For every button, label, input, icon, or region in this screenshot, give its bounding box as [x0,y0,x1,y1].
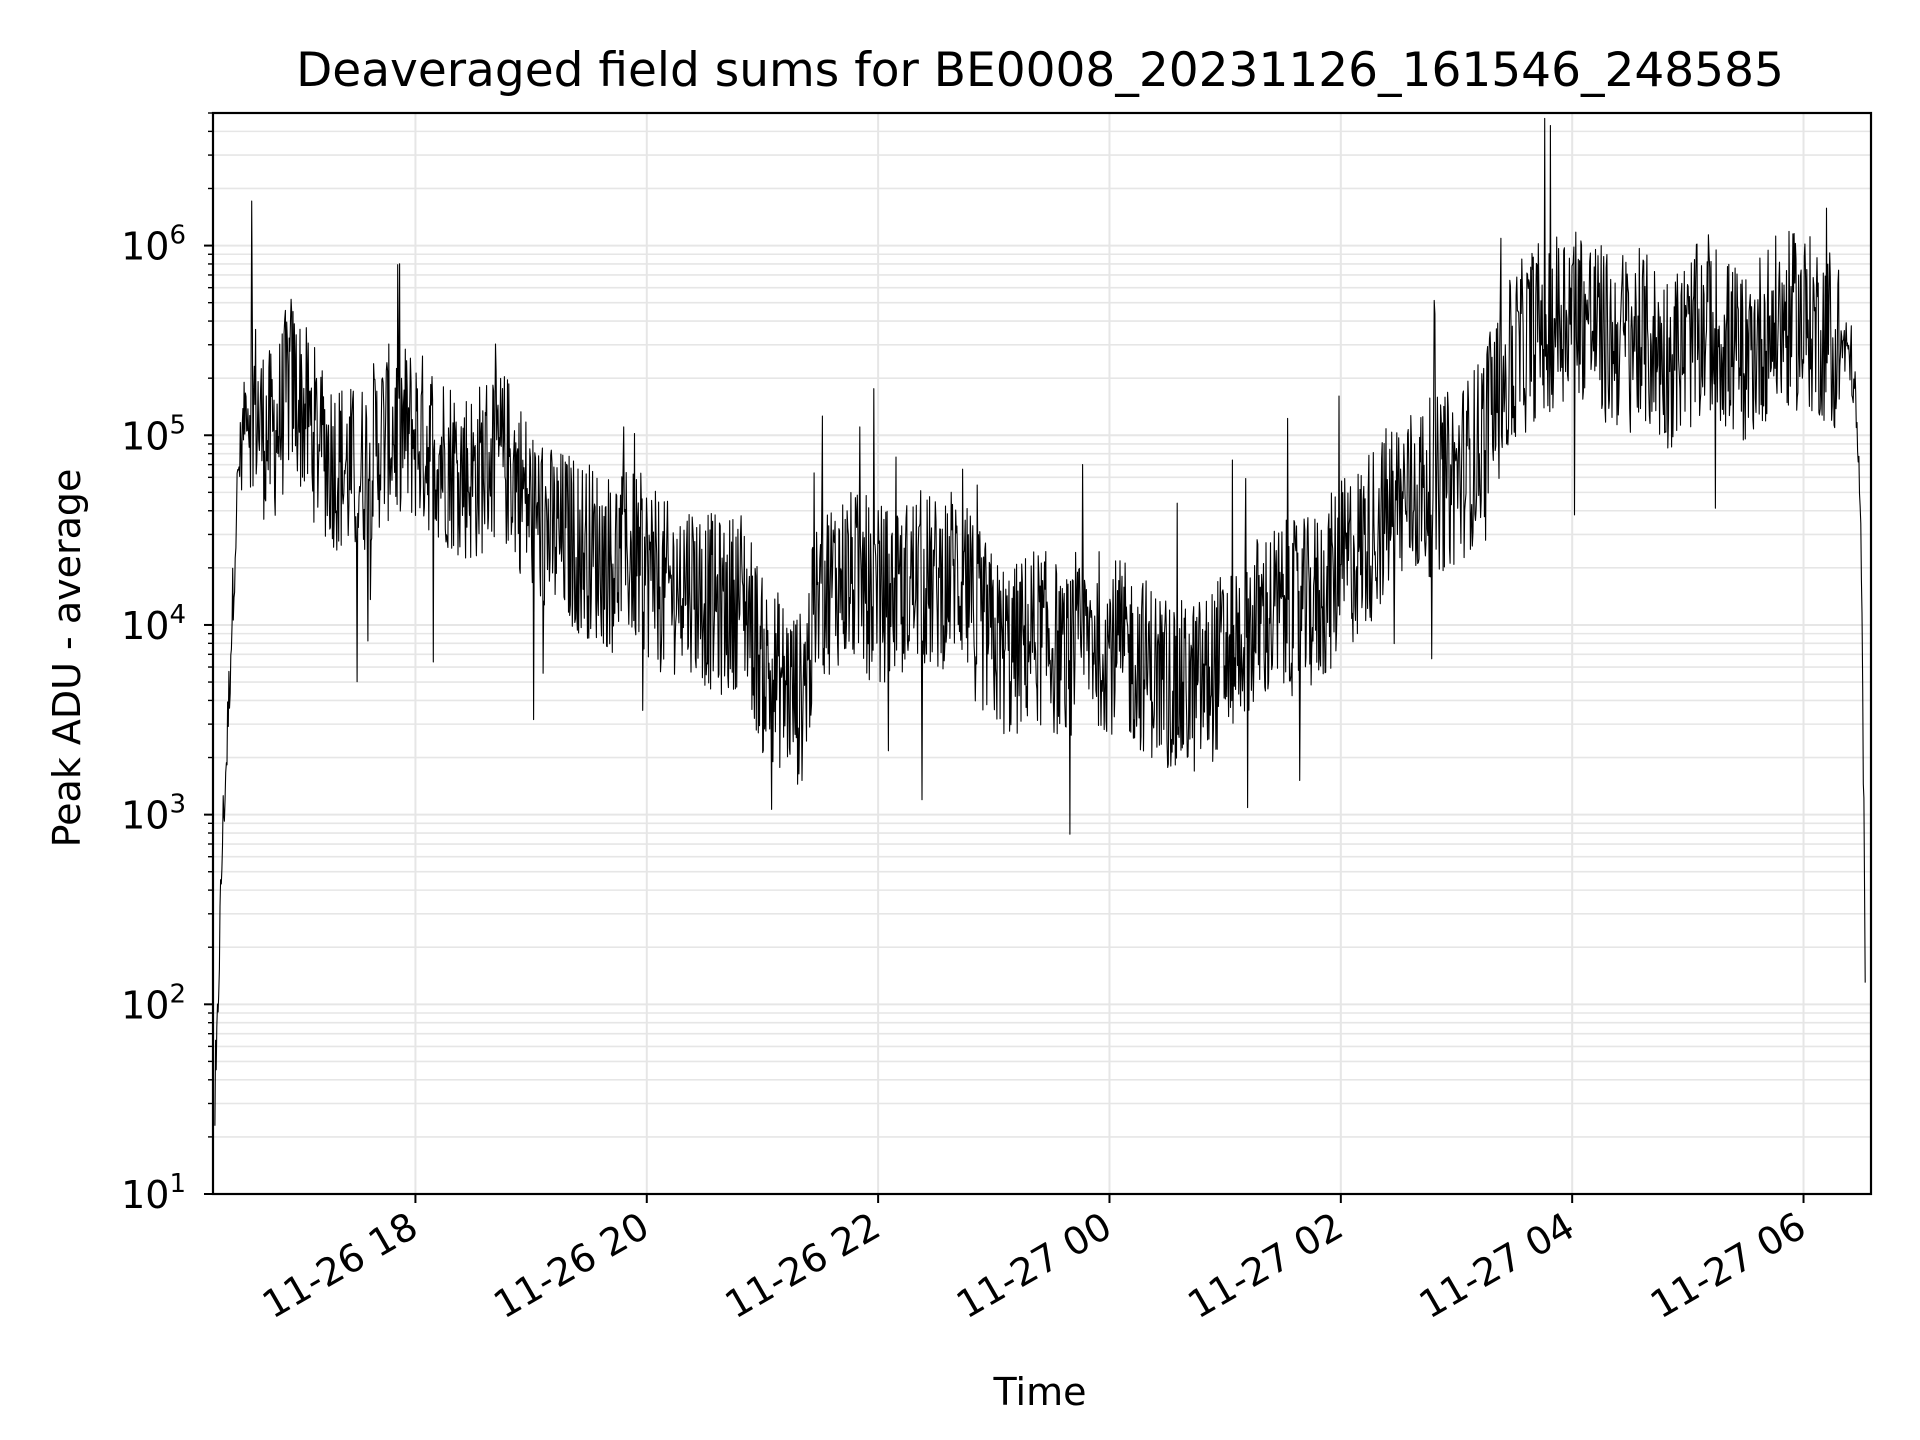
plot-area [214,117,1866,1137]
plot-frame [211,111,1873,1196]
y-tick-label: 101 [121,1169,186,1217]
series-line [214,117,1866,1126]
y-tick-label: 104 [121,600,186,648]
y-tick-label: 103 [121,790,186,838]
chart-title: Deaveraged field sums for BE0008_2023112… [296,43,1784,98]
y-tick-label: 102 [121,979,186,1027]
y-axis-label: Peak ADU - average [45,469,89,848]
x-axis-label: Time [993,1370,1087,1414]
y-tick-label: 105 [121,410,186,458]
y-tick-label: 106 [121,221,186,269]
